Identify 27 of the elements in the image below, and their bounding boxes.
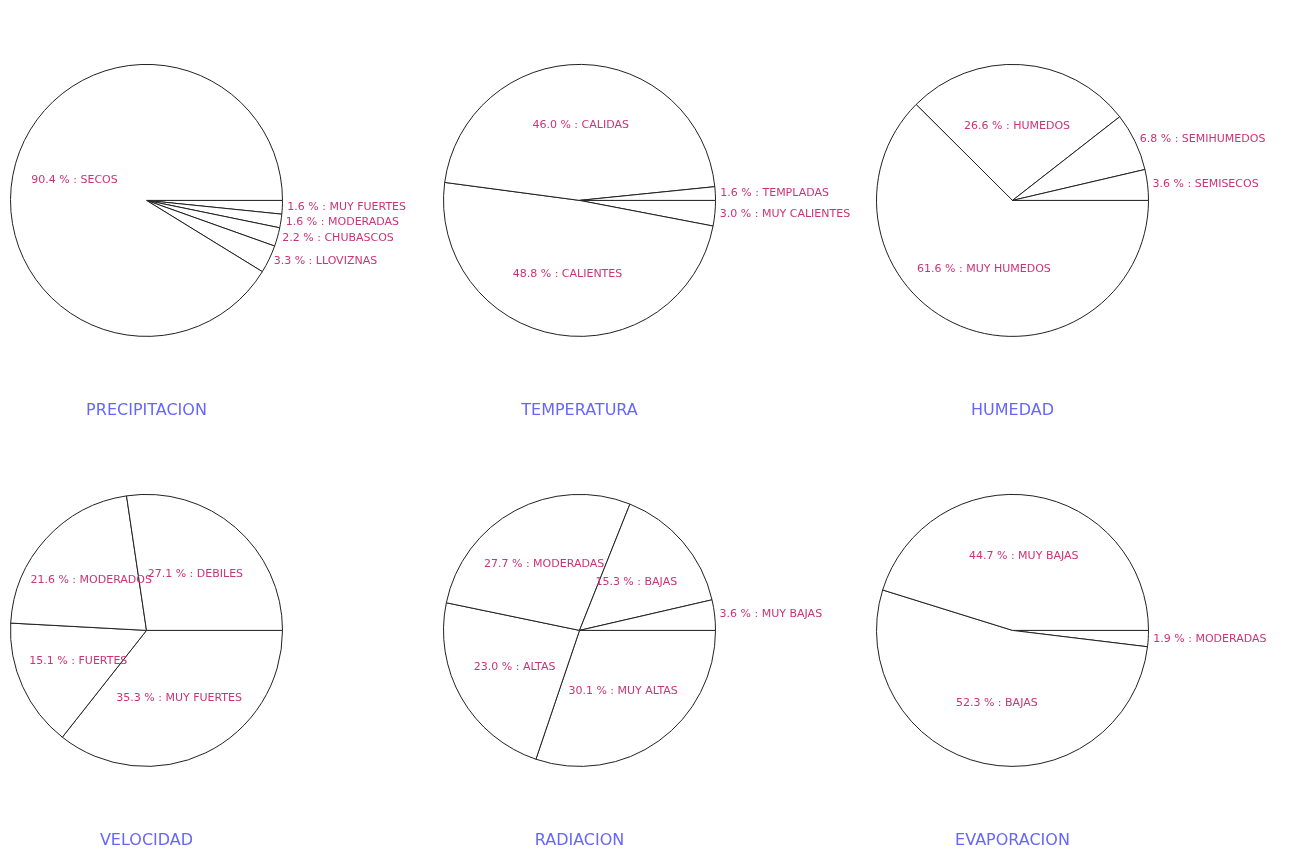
slice-label: 1.6 % : MODERADAS [285,214,400,228]
slice-label: 61.6 % : MUY HUMEDOS [917,262,1051,276]
text: TEMPERATURA [520,399,638,419]
slice-label: 1.6 % : TEMPLADAS [720,186,829,200]
slice-label: 44.7 % : MUY BAJAS [968,549,1079,563]
slice-label: 6.8 % : SEMIHUMEDOS [1139,132,1266,146]
slice-label: 3.0 % : MUY CALIENTES [719,206,851,220]
slice-label: 1.6 % : MUY FUERTES [287,200,407,214]
text: RADIACION [534,829,625,849]
slice-label: 26.6 % : HUMEDOS [964,118,1071,132]
slice-label: 23.0 % : ALTAS [473,660,556,674]
slice-label: 3.3 % : LLOVIZNAS [273,254,378,268]
slice-label: 3.6 % : SEMISECOS [1152,177,1259,191]
slice-label: 48.8 % : CALIENTES [512,267,623,281]
text: VELOCIDAD [99,829,194,849]
slice-label: 1.9 % : MODERADAS [1153,631,1267,645]
text: EVAPORACION [955,829,1070,849]
slice-label: 46.0 % : CALIDAS [532,118,629,132]
slice-label: 90.4 % : SECOS [31,172,118,186]
slice-label: 35.3 % : MUY FUERTES [116,690,243,704]
slice-label: 30.1 % : MUY ALTAS [568,684,678,698]
slice-label: 2.2 % : CHUBASCOS [282,231,394,245]
slice-label: 3.6 % : MUY BAJAS [719,607,823,621]
text: PRECIPITACION [86,399,207,419]
slice-label: 27.7 % : MODERADAS [483,557,605,571]
slice-label: 52.3 % : BAJAS [955,696,1038,710]
text: HUMEDAD [971,399,1054,419]
